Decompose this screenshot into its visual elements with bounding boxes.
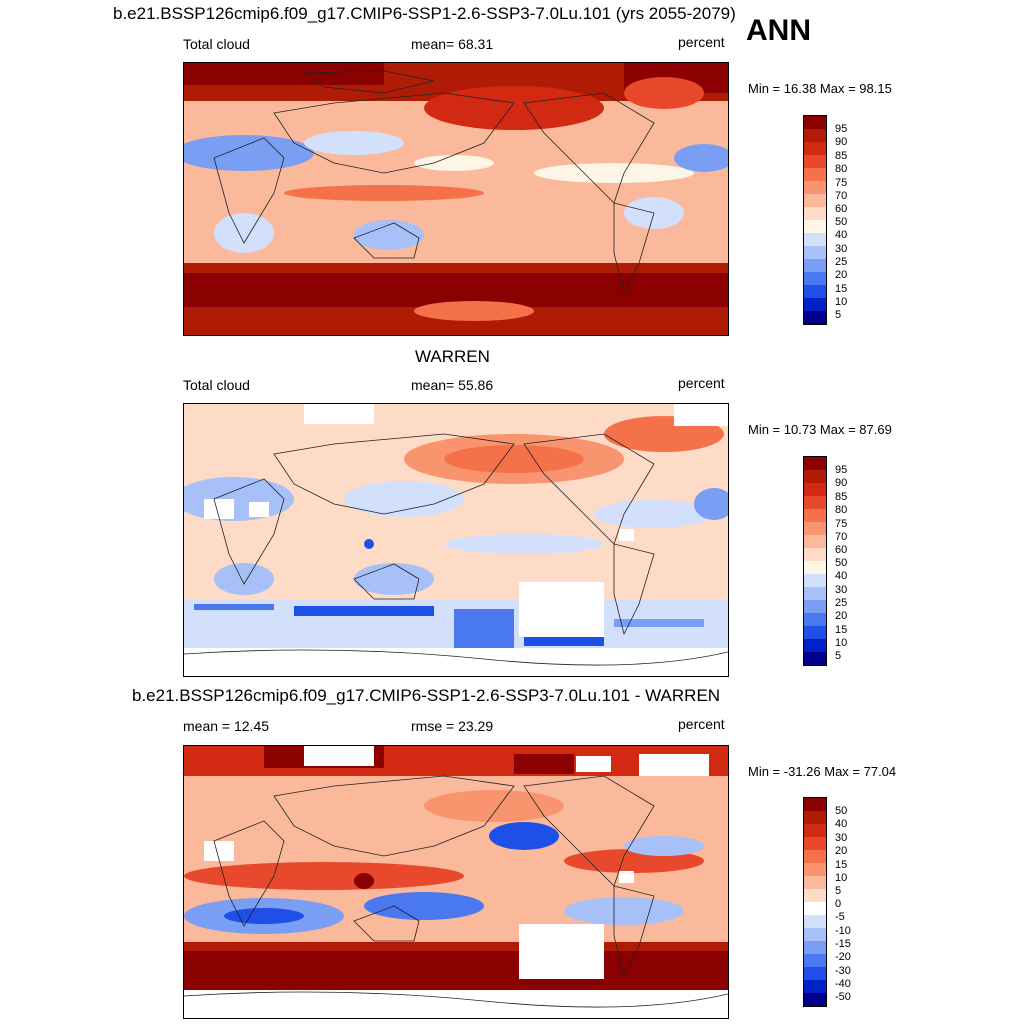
panel3-colorbar (803, 797, 827, 1007)
panel2-cbar-label: 75 (835, 518, 848, 530)
panel1-cbar-label: 15 (835, 283, 848, 295)
panel3-cbar-label: -5 (835, 911, 845, 923)
panel1-cbar-label: 90 (835, 136, 848, 148)
panel1-cbar-label: 50 (835, 216, 848, 228)
panel1-cbar-label: 75 (835, 177, 848, 189)
panel3-cbar-label: -50 (835, 991, 851, 1003)
panel1-cbar-label: 25 (835, 256, 848, 268)
panel2-cbar-label: 95 (835, 464, 848, 476)
panel1-units-label: percent (678, 34, 725, 50)
panel2-cbar-label: 60 (835, 544, 848, 556)
panel3-map (183, 745, 729, 1019)
panel2-cbar-label: 15 (835, 624, 848, 636)
panel2-cbar-label: 70 (835, 531, 848, 543)
panel3-cbar-label: -10 (835, 925, 851, 937)
panel3-cbar-label: 5 (835, 885, 842, 897)
panel3-cbar-label: -30 (835, 965, 851, 977)
panel3-cbar-label: 40 (835, 818, 848, 830)
panel3-cbar-label: -15 (835, 938, 851, 950)
panel3-cbar-label: -40 (835, 978, 851, 990)
panel1-map (183, 62, 729, 336)
panel3-mean-label: mean = 12.45 (183, 718, 270, 734)
panel1-cbar-label: 5 (835, 309, 842, 321)
panel3-cbar-label: 10 (835, 872, 848, 884)
panel2-cbar-label: 50 (835, 557, 848, 569)
panel1-variable-label: Total cloud (183, 36, 250, 52)
panel2-cbar-label: 40 (835, 570, 848, 582)
panel1-mean-label: mean= 68.31 (411, 36, 494, 52)
panel3-minmax: Min = -31.26 Max = 77.04 (748, 764, 897, 779)
panel2-cbar-label: 85 (835, 491, 848, 503)
panel1-cbar-label: 10 (835, 296, 848, 308)
panel1-cbar-label: 80 (835, 163, 848, 175)
season-label: ANN (746, 14, 811, 47)
panel3-cbar-label: 15 (835, 859, 848, 871)
panel2-variable-label: Total cloud (183, 377, 250, 393)
panel1-colorbar (803, 115, 827, 325)
panel2-cbar-label: 25 (835, 597, 848, 609)
panel2-cbar-label: 5 (835, 650, 842, 662)
panel3-cbar-label: 0 (835, 898, 842, 910)
panel1-cbar-label: 95 (835, 123, 848, 135)
panel1-title: b.e21.BSSP126cmip6.f09_g17.CMIP6-SSP1-2.… (113, 4, 736, 23)
panel3-title: b.e21.BSSP126cmip6.f09_g17.CMIP6-SSP1-2.… (132, 686, 721, 705)
panel2-map (183, 403, 729, 677)
panel2-mean-label: mean= 55.86 (411, 377, 494, 393)
panel2-cbar-label: 20 (835, 610, 848, 622)
panel1-cbar-label: 20 (835, 269, 848, 281)
panel2-colorbar (803, 456, 827, 666)
panel3-cbar-label: 30 (835, 832, 848, 844)
panel3-rmse-label: rmse = 23.29 (411, 718, 494, 734)
panel2-cbar-label: 10 (835, 637, 848, 649)
panel1-cbar-label: 40 (835, 229, 848, 241)
panel2-cbar-label: 80 (835, 504, 848, 516)
panel3-units-label: percent (678, 716, 725, 732)
panel1-minmax: Min = 16.38 Max = 98.15 (748, 81, 892, 96)
panel3-cbar-label: -20 (835, 951, 851, 963)
panel2-units-label: percent (678, 375, 725, 391)
panel2-cbar-label: 90 (835, 477, 848, 489)
panel1-cbar-label: 30 (835, 243, 848, 255)
panel1-cbar-label: 60 (835, 203, 848, 215)
panel2-minmax: Min = 10.73 Max = 87.69 (748, 422, 892, 437)
panel1-cbar-label: 70 (835, 190, 848, 202)
panel2-title: WARREN (415, 347, 490, 366)
panel3-cbar-label: 20 (835, 845, 848, 857)
panel1-cbar-label: 85 (835, 150, 848, 162)
panel3-cbar-label: 50 (835, 805, 848, 817)
panel2-cbar-label: 30 (835, 584, 848, 596)
